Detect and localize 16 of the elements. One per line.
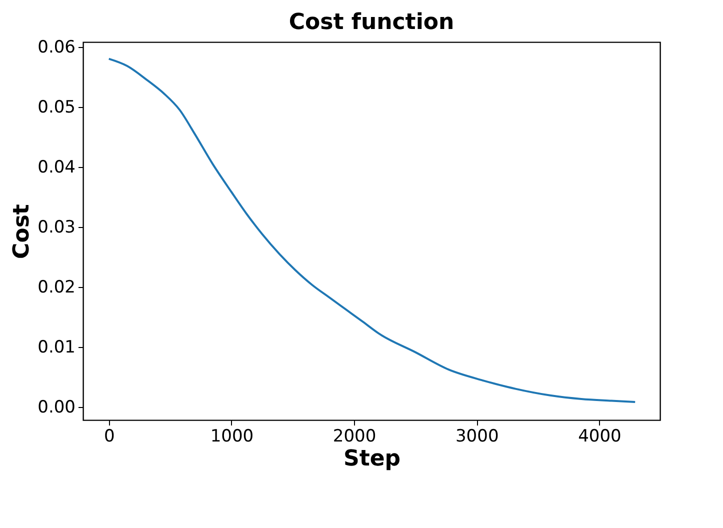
y-tick-label: 0.02 xyxy=(38,277,76,298)
y-axis-title: Cost xyxy=(10,204,35,259)
line-series xyxy=(108,58,636,403)
y-tick-label: 0.04 xyxy=(38,157,76,178)
x-tick-label: 4000 xyxy=(578,426,622,446)
x-tick-label: 1000 xyxy=(210,426,254,446)
x-tick-label: 0 xyxy=(104,426,115,446)
x-tick-label: 3000 xyxy=(455,426,499,446)
x-axis-title: Step xyxy=(343,446,401,472)
y-tick-label: 0.01 xyxy=(38,337,76,358)
chart-title: Cost function xyxy=(288,10,454,35)
y-tick-label: 0.00 xyxy=(38,397,76,418)
y-tick-label: 0.06 xyxy=(38,37,76,58)
y-tick-label: 0.03 xyxy=(38,217,76,238)
y-tick-label: 0.05 xyxy=(38,97,76,118)
x-tick-label: 2000 xyxy=(332,426,376,446)
